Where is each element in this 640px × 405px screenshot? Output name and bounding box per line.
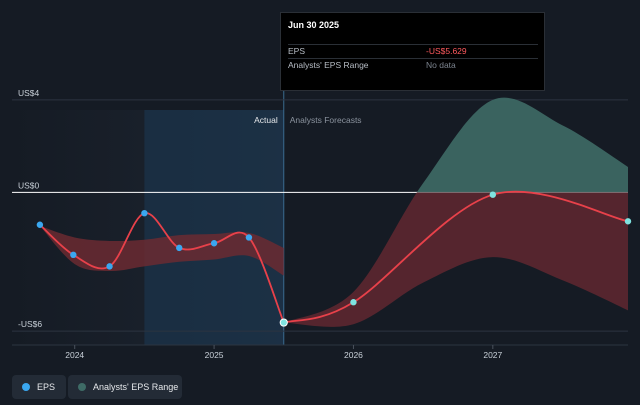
eps-data-point (245, 234, 253, 241)
x-tick-label: 2024 (65, 350, 84, 360)
eps-data-point (141, 209, 148, 217)
tooltip-range-value: No data (426, 60, 456, 70)
legend-range-button[interactable]: Analysts' EPS Range (68, 375, 182, 399)
forecast-range-band-positive (416, 97, 628, 193)
y-tick-label: US$0 (18, 180, 40, 190)
actual-label: Actual (254, 115, 278, 125)
eps-data-point (279, 318, 288, 327)
eps-data-point (489, 191, 497, 198)
eps-data-point (176, 244, 183, 252)
legend-eps-label: EPS (37, 382, 56, 392)
tooltip-eps-value: -US$5.629 (426, 46, 467, 56)
x-tick-label: 2025 (205, 350, 224, 360)
eps-data-point (36, 221, 44, 228)
x-tick-label: 2026 (344, 350, 363, 360)
eps-data-point (106, 263, 113, 270)
eps-data-point (210, 240, 218, 247)
legend-range-label: Analysts' EPS Range (93, 382, 179, 392)
range-legend-icon (78, 383, 86, 391)
tooltip-range-label: Analysts' EPS Range (288, 60, 369, 70)
x-tick-label: 2027 (483, 350, 502, 360)
eps-data-point (350, 299, 357, 306)
eps-data-point (70, 251, 77, 259)
eps-legend-icon (22, 383, 30, 391)
eps-forecast-line (283, 190, 629, 324)
y-tick-label: US$4 (18, 88, 40, 98)
tooltip-date: Jun 30 2025 (288, 20, 340, 30)
tooltip-divider (288, 44, 538, 45)
tooltip-divider (288, 58, 538, 59)
tooltip-eps-label: EPS (288, 46, 306, 56)
legend-eps-button[interactable]: EPS (12, 375, 66, 399)
actual-eps-range-band (39, 225, 284, 276)
forecast-label: Analysts Forecasts (290, 115, 362, 125)
forecast-range-band-negative (283, 192, 628, 327)
eps-tooltip: Jun 30 2025 EPS -US$5.629 Analysts' EPS … (280, 12, 545, 91)
eps-data-point (624, 218, 632, 225)
hover-highlight-region (144, 110, 284, 345)
y-tick-label: -US$6 (18, 319, 42, 329)
